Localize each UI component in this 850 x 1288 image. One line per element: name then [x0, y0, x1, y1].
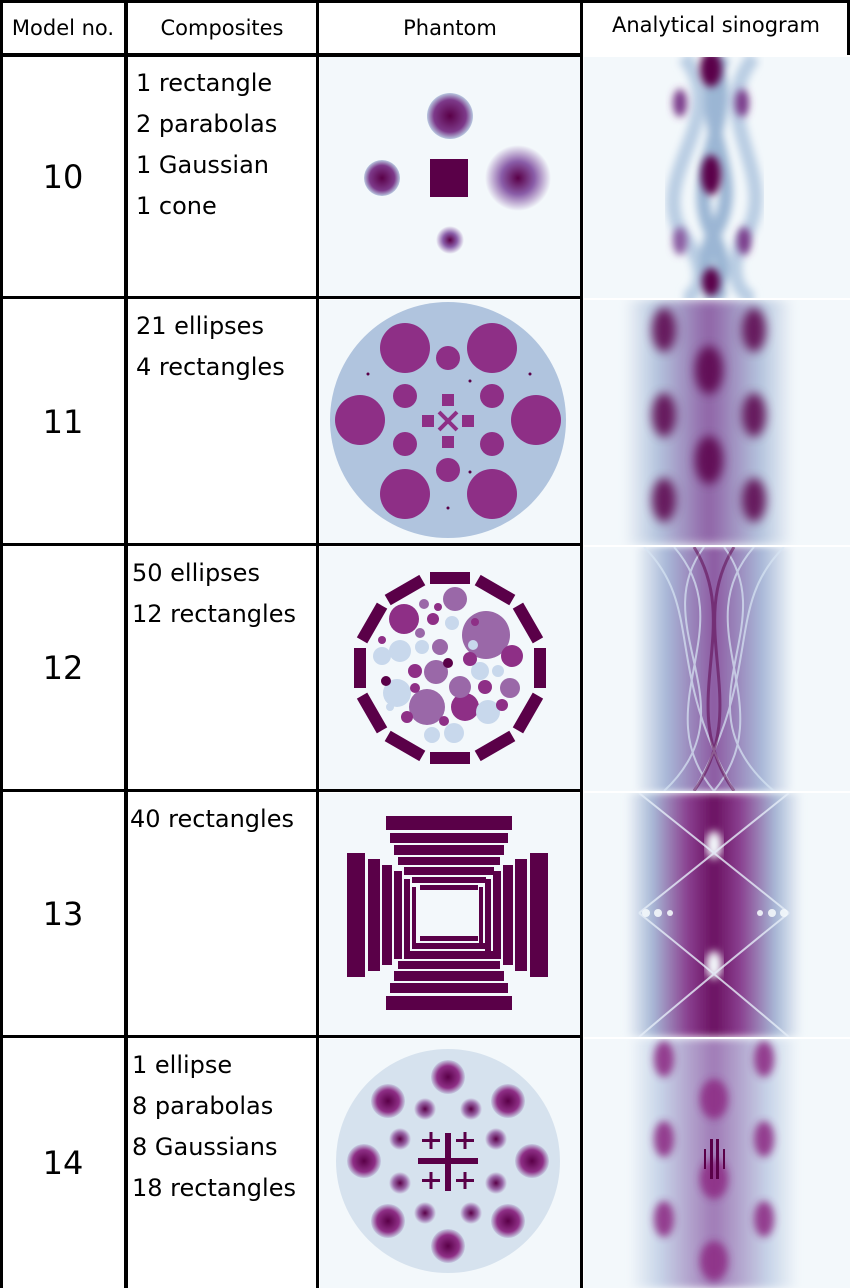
- sinogram-image: [584, 1039, 850, 1288]
- model-number: 14: [42, 1143, 84, 1182]
- phantom-image: [320, 300, 581, 545]
- model-number: 10: [42, 157, 84, 196]
- model-number: 12: [42, 649, 84, 687]
- composite-item: 1 Gaussian: [136, 151, 270, 179]
- square: [430, 159, 468, 197]
- grid-line: [580, 0, 583, 1288]
- composite-item: 1 ellipse: [132, 1051, 233, 1079]
- composites-list: 21 ellipses 4 rectangles: [126, 298, 318, 545]
- composite-item: 1 cone: [136, 192, 217, 220]
- composites-list: 1 rectangle 2 parabolas 1 Gaussian 1 con…: [126, 55, 318, 298]
- grid-line: [847, 0, 850, 55]
- grid-line: [0, 543, 583, 546]
- composites-list: 40 rectangles: [126, 791, 318, 1037]
- grid-line: [0, 0, 3, 1288]
- phantom-image: [320, 57, 581, 298]
- grid-line: [124, 0, 128, 1288]
- composite-item: 4 rectangles: [136, 353, 285, 381]
- composite-item: 2 parabolas: [136, 110, 278, 138]
- gaussian-blob: [485, 145, 551, 211]
- phantom-image: [320, 793, 581, 1037]
- sinogram-image: [584, 300, 850, 545]
- header-model-no: Model no.: [11, 15, 115, 40]
- header-composites: Composites: [160, 15, 284, 40]
- phantom-image: [320, 547, 581, 791]
- phantom-image: [320, 1039, 581, 1288]
- sinogram-image: [584, 793, 850, 1037]
- composite-item: 12 rectangles: [132, 600, 296, 628]
- grid-line: [0, 789, 583, 792]
- composites-list: 50 ellipses 12 rectangles: [126, 545, 318, 791]
- composite-item: 40 rectangles: [130, 805, 294, 833]
- composite-item: 1 rectangle: [136, 69, 273, 97]
- composite-item: 8 parabolas: [132, 1092, 274, 1120]
- composite-item: 21 ellipses: [136, 312, 264, 340]
- grid-line: [0, 53, 583, 57]
- header-analytical-sinogram: Analytical sinogram: [611, 13, 821, 37]
- grid-line: [0, 0, 850, 3]
- grid-line: [316, 0, 319, 1288]
- composite-item: 18 rectangles: [132, 1174, 296, 1202]
- sinogram-image: [584, 57, 850, 298]
- composite-item: 8 Gaussians: [132, 1133, 278, 1161]
- composite-item: 50 ellipses: [132, 559, 260, 587]
- grid-line: [0, 296, 583, 299]
- header-phantom: Phantom: [403, 15, 497, 40]
- grid-line: [0, 1035, 583, 1038]
- parabola-disc: [364, 160, 400, 196]
- cone-blob: [436, 226, 464, 254]
- sinogram-image: [584, 547, 850, 791]
- parabola-disc: [427, 93, 473, 139]
- composites-list: 1 ellipse 8 parabolas 8 Gaussians 18 rec…: [126, 1037, 318, 1288]
- model-number: 13: [42, 895, 84, 933]
- model-number: 11: [42, 402, 84, 441]
